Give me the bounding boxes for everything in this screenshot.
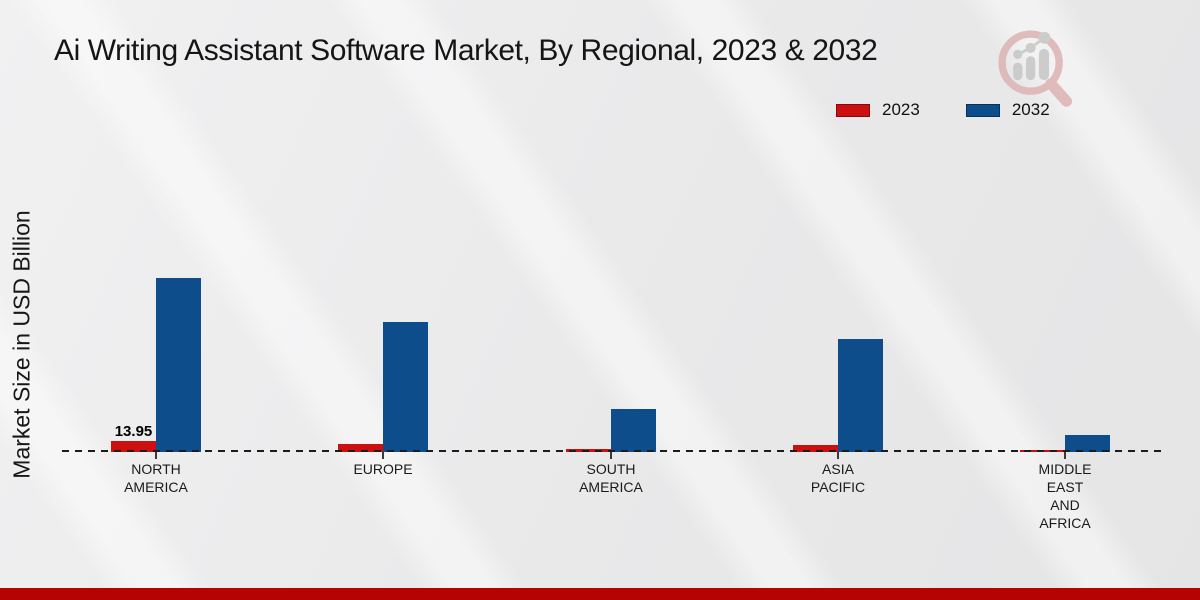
magnifier-analytics-logo-icon bbox=[998, 30, 1073, 107]
footer-accent-bar bbox=[0, 588, 1200, 600]
legend-item-2032: 2032 bbox=[965, 100, 1050, 120]
x-axis-tick bbox=[155, 452, 157, 459]
x-axis-tick bbox=[837, 452, 839, 459]
legend-item-2023: 2023 bbox=[836, 100, 920, 120]
category-label-north-america: NORTH AMERICA bbox=[124, 461, 188, 495]
y-axis-label: Market Size in USD Billion bbox=[8, 210, 35, 479]
bar-2023-north-america bbox=[111, 440, 156, 452]
category-label-asia-pacific: ASIA PACIFIC bbox=[810, 461, 866, 495]
legend: 2023 2032 bbox=[836, 100, 1050, 120]
chart-title: Ai Writing Assistant Software Market, By… bbox=[54, 34, 878, 67]
bar-2032-europe bbox=[383, 321, 428, 452]
category-label-middle-east-and-africa: MIDDLE EAST AND AFRICA bbox=[1038, 461, 1092, 531]
category-label-europe: EUROPE bbox=[353, 461, 413, 477]
legend-swatch-2023 bbox=[836, 103, 870, 117]
legend-label: 2032 bbox=[1011, 100, 1050, 119]
bar-2032-middle-east-and-africa bbox=[1065, 435, 1110, 452]
x-axis-tick bbox=[1064, 452, 1066, 459]
legend-label: 2023 bbox=[882, 100, 920, 119]
x-axis-baseline bbox=[62, 450, 1164, 452]
bar-2023-asia-pacific bbox=[793, 444, 838, 452]
x-axis-tick bbox=[610, 452, 612, 459]
bar-2032-south-america bbox=[611, 408, 656, 452]
bar-2023-europe bbox=[338, 443, 383, 452]
bar-2032-north-america bbox=[156, 278, 201, 452]
bar-2032-asia-pacific bbox=[838, 339, 883, 452]
category-label-south-america: SOUTH AMERICA bbox=[579, 461, 643, 495]
bar-value-label: 13.95 bbox=[114, 422, 153, 440]
legend-swatch-2032 bbox=[965, 103, 1000, 117]
x-axis-tick bbox=[382, 452, 384, 459]
